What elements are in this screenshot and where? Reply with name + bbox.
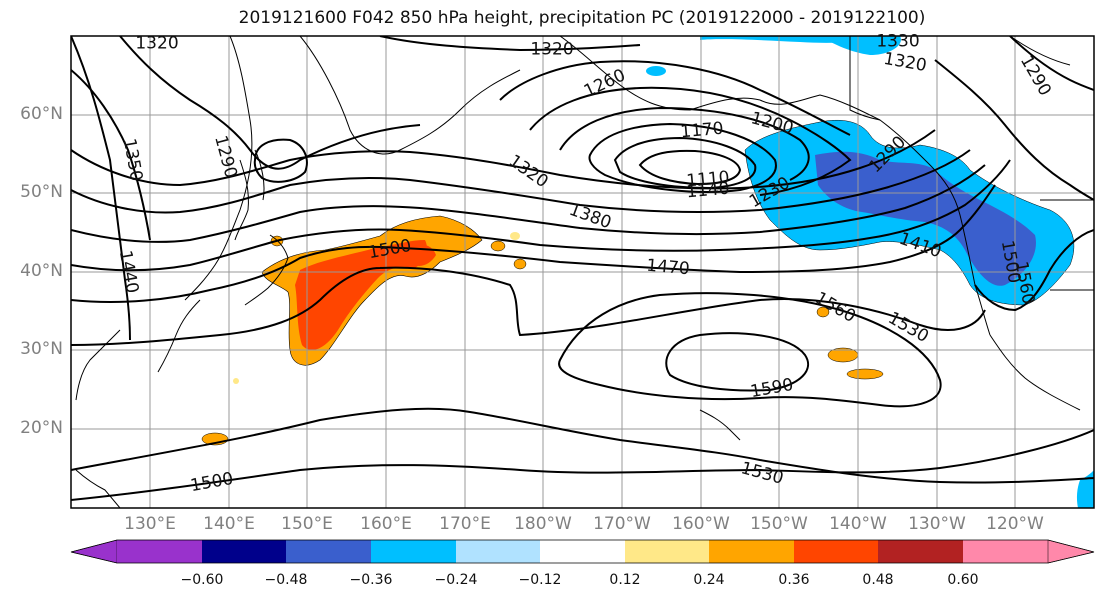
lat-label-30: 30°N bbox=[20, 339, 63, 359]
contour-ring-west bbox=[253, 138, 308, 183]
lon-label: 150°E bbox=[281, 514, 333, 534]
colorbar-tick-label: 0.12 bbox=[609, 572, 641, 588]
contour-1110 bbox=[638, 149, 742, 186]
colorbar-tick-label: −0.36 bbox=[349, 572, 393, 588]
lon-label: 170°W bbox=[593, 514, 651, 534]
contour-label: 1330 bbox=[876, 31, 920, 52]
contour-label: 1140 bbox=[685, 178, 731, 203]
colorbar-tick-label: 0.48 bbox=[862, 572, 894, 588]
colorbar-tick-label: 0.36 bbox=[778, 572, 810, 588]
colorbar-extend-high bbox=[1047, 539, 1095, 564]
contour-1560 bbox=[558, 292, 942, 408]
colorbar bbox=[70, 539, 1095, 564]
contour-1530 bbox=[71, 266, 986, 346]
lon-label: 150°W bbox=[750, 514, 808, 534]
lon-label: 170°E bbox=[439, 514, 491, 534]
lat-label-60: 60°N bbox=[20, 104, 63, 124]
contour-1320 bbox=[71, 129, 936, 190]
lon-label: 160°W bbox=[672, 514, 730, 534]
colorbar-tick-label: −0.48 bbox=[264, 572, 308, 588]
height-contours bbox=[71, 36, 1094, 501]
lat-label-20: 20°N bbox=[20, 418, 63, 438]
lon-label: 180°W bbox=[514, 514, 572, 534]
coastlines bbox=[75, 36, 1094, 508]
contour-1200 bbox=[559, 106, 810, 181]
contour-north-1320 bbox=[379, 36, 641, 52]
contour-1500-south bbox=[71, 407, 1094, 484]
contour-1410 bbox=[71, 159, 1011, 272]
lon-label: 130°W bbox=[908, 514, 966, 534]
lon-label: 160°E bbox=[360, 514, 412, 534]
contour-1380 bbox=[71, 164, 986, 243]
contour-west-1350 bbox=[71, 69, 151, 241]
contour-1260 bbox=[499, 60, 851, 136]
contour-1530-south bbox=[71, 429, 1094, 501]
contour-1590 bbox=[665, 332, 810, 392]
lon-label: 130°E bbox=[124, 514, 176, 534]
lon-label: 140°W bbox=[829, 514, 887, 534]
contour-1170 bbox=[588, 122, 777, 193]
lat-label-50: 50°N bbox=[20, 182, 63, 202]
contour-label: 1320 bbox=[135, 33, 179, 54]
contour-1470 bbox=[71, 184, 996, 303]
lon-label: 140°E bbox=[203, 514, 255, 534]
colorbar-tick-label: −0.12 bbox=[518, 572, 562, 588]
contour-label: 1170 bbox=[679, 118, 725, 143]
colorbar-tick-label: 0.60 bbox=[947, 572, 979, 588]
colorbar-extend-low bbox=[70, 539, 118, 564]
contour-1290 bbox=[119, 36, 421, 170]
precip-strong-negative bbox=[815, 151, 1036, 286]
contour-label: 1320 bbox=[530, 39, 574, 60]
contour-east-1 bbox=[934, 59, 1094, 201]
colorbar-tick-label: −0.24 bbox=[434, 572, 478, 588]
map-frame bbox=[70, 35, 1095, 509]
contour-east-2 bbox=[974, 229, 1094, 312]
contour-label: 1470 bbox=[645, 255, 691, 280]
contour-1350 bbox=[71, 149, 971, 214]
contour-west-1440 bbox=[71, 36, 131, 341]
map-title: 2019121600 F042 850 hPa height, precipit… bbox=[238, 8, 926, 28]
colorbar-tick-label: 0.24 bbox=[693, 572, 725, 588]
contour-1140 bbox=[613, 136, 757, 190]
graticule bbox=[71, 36, 1094, 508]
lon-label: 120°W bbox=[986, 514, 1044, 534]
lat-label-40: 40°N bbox=[20, 261, 63, 281]
precip-positive-region bbox=[261, 215, 483, 366]
colorbar-tick-label: −0.60 bbox=[180, 572, 224, 588]
contour-east-3 bbox=[1009, 36, 1094, 91]
contour-1230 bbox=[529, 86, 852, 196]
